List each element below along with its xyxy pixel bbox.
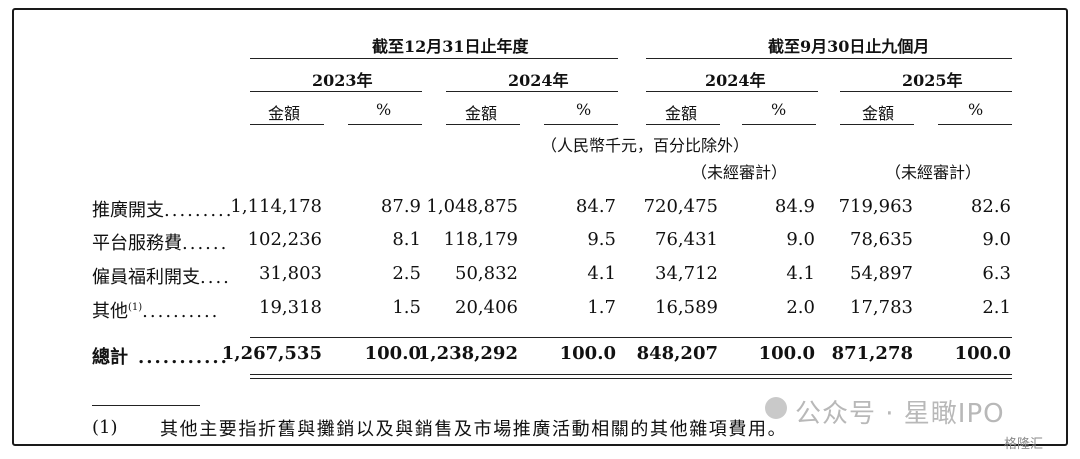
row-cell: 87.9 [380,196,421,217]
total-double-rule-1 [250,374,1012,375]
row-cell: 31,803 [259,263,322,284]
currency-note: （人民幣千元，百分比除外） [541,136,750,155]
watermark-badge: 格隆汇 [1004,437,1044,452]
row-cell: 2.5 [392,263,421,284]
total-cell: 100.0 [954,343,1011,364]
footnote-marker: (1) [92,417,118,438]
total-double-rule-2 [250,378,1012,379]
row-cell: 2.0 [786,297,815,318]
row-cell: 9.0 [982,229,1011,250]
row-label: 其他(1).......... [92,297,219,323]
unaudited-note-2025: （未經審計） [885,163,982,182]
year-underline-2024 [446,91,618,92]
row-label-text: 僱員福利開支 [92,267,200,288]
row-cell: 720,475 [643,196,718,217]
row-cell: 102,236 [247,229,322,250]
row-leader-dots: .... [200,267,231,288]
total-cell: 1,238,292 [417,343,518,364]
col-percent-3: % [771,100,787,119]
row-cell: 719,963 [838,196,913,217]
total-top-rule [250,337,1012,338]
col-underline-3 [446,124,520,125]
row-leader-dots: .......... [142,301,220,322]
row-cell: 1,114,178 [230,196,322,217]
total-cell: 848,207 [636,343,718,364]
row-cell: 9.5 [587,229,616,250]
row-label: 推廣開支......... [92,196,234,222]
year-header-2024-9m: 2024年 [705,71,766,90]
row-cell: 78,635 [850,229,913,250]
col-underline-2 [348,124,422,125]
col-underline-7 [840,124,914,125]
row-cell: 84.9 [774,196,815,217]
row-cell: 9.0 [786,229,815,250]
col-underline-5 [646,124,720,125]
row-cell: 20,406 [455,297,518,318]
year-header-2023: 2023年 [312,71,373,90]
year-underline-2024-9m [646,91,818,92]
row-cell: 2.1 [982,297,1011,318]
row-cell: 16,589 [655,297,718,318]
row-cell: 19,318 [259,297,322,318]
col-underline-4 [544,124,618,125]
row-cell: 1,048,875 [426,196,518,217]
row-cell: 84.7 [575,196,616,217]
total-cell: 1,267,535 [221,343,322,364]
total-label: 總計........... [92,347,229,368]
row-cell: 54,897 [850,263,913,284]
col-amount-1: 金額 [268,104,301,123]
group-underline-fy [250,58,618,59]
year-header-2024: 2024年 [508,71,569,90]
col-amount-2: 金額 [465,104,498,123]
row-label: 平台服務費...... [92,229,228,255]
row-cell: 76,431 [655,229,718,250]
footnote-separator [92,405,200,406]
year-underline-2025-9m [840,91,1012,92]
row-cell: 6.3 [982,263,1011,284]
row-leader-dots: ......... [164,200,234,221]
total-cell: 871,278 [831,343,913,364]
year-underline-2023 [250,91,422,92]
row-cell: 34,712 [655,263,718,284]
row-label-text: 平台服務費 [92,233,182,254]
row-label: 僱員福利開支.... [92,263,231,289]
row-cell: 4.1 [786,263,815,284]
row-cell: 8.1 [392,229,421,250]
col-underline-8 [938,124,1012,125]
group-header-fy: 截至12月31日止年度 [372,37,529,56]
group-header-9m: 截至9月30日止九個月 [768,37,930,56]
row-cell: 17,783 [850,297,913,318]
total-cell: 100.0 [559,343,616,364]
footnote-ref: (1) [128,302,143,313]
year-header-2025-9m: 2025年 [902,71,963,90]
col-underline-6 [742,124,816,125]
row-leader-dots: ...... [182,233,229,254]
document-frame [12,8,1068,446]
total-cell: 100.0 [758,343,815,364]
col-amount-4: 金額 [862,104,895,123]
col-amount-3: 金額 [665,104,698,123]
total-cell: 100.0 [364,343,421,364]
row-cell: 50,832 [455,263,518,284]
row-cell: 82.6 [970,196,1011,217]
unaudited-note-2024: （未經審計） [691,163,788,182]
row-cell: 1.5 [392,297,421,318]
watermark-logo-icon [765,397,787,419]
col-percent-1: % [376,100,392,119]
row-cell: 118,179 [443,229,518,250]
watermark-text: 公众号 · 星瞰IPO [795,399,1005,429]
row-label-text: 其他 [92,301,128,322]
group-underline-9m [646,58,1012,59]
row-cell: 1.7 [587,297,616,318]
row-cell: 4.1 [587,263,616,284]
row-label-text: 推廣開支 [92,200,164,221]
footnote-text: 其他主要指折舊與攤銷以及與銷售及市場推廣活動相關的其他雜項費用。 [160,419,788,440]
col-percent-2: % [576,100,592,119]
col-percent-4: % [968,100,984,119]
col-underline-1 [250,124,324,125]
